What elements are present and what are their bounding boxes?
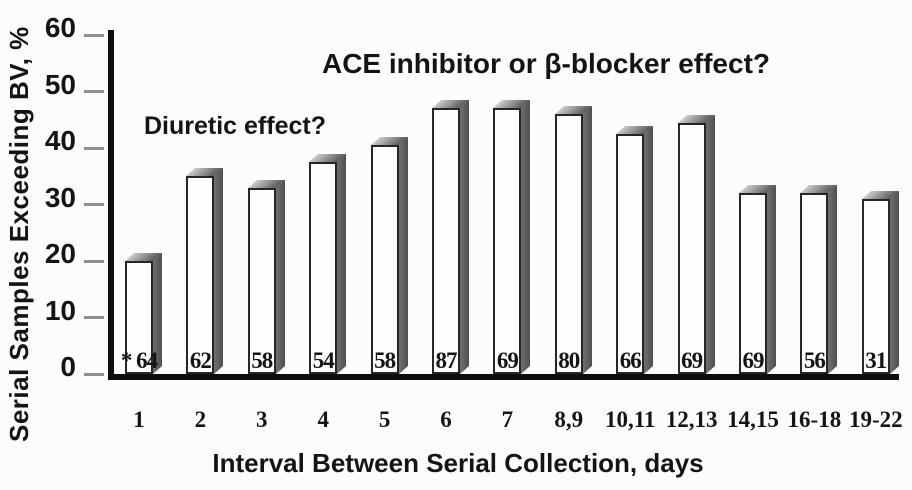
bar-n-label-10-11: 66 bbox=[619, 348, 642, 373]
y-tick-label-60: 60 bbox=[44, 12, 76, 43]
bar-day-1: * 64 bbox=[121, 253, 163, 374]
bar-side-face-2 bbox=[214, 168, 224, 374]
bar-front-face-19-22 bbox=[861, 199, 890, 374]
bar-day-7: 69 bbox=[493, 100, 531, 374]
x-category-label-8-9: 8,9 bbox=[554, 407, 584, 432]
bar-front-face-14-15 bbox=[739, 193, 767, 374]
bar-n-label-4: 54 bbox=[312, 348, 335, 373]
x-category-label-10-11: 10,11 bbox=[604, 407, 656, 432]
y-tick-mark-10 bbox=[84, 316, 104, 319]
x-category-label-5: 5 bbox=[378, 407, 391, 432]
x-category-label-7: 7 bbox=[501, 407, 514, 432]
bar-front-face-8-9 bbox=[554, 114, 583, 374]
bar-front-face-10-11 bbox=[616, 134, 645, 374]
bar-front-face-3 bbox=[247, 188, 276, 374]
bar-n-label-14-15: 69 bbox=[742, 348, 765, 373]
bar-n-label-16-18: 56 bbox=[803, 348, 826, 373]
annotation-ace-inhibitor-effect: ACE inhibitor or β-blocker effect? bbox=[321, 48, 771, 79]
bar-day-4: 54 bbox=[309, 154, 347, 374]
bar-n-label-2: 62 bbox=[189, 348, 212, 373]
bar-n-label-5: 58 bbox=[374, 348, 396, 373]
x-category-label-4: 4 bbox=[317, 407, 329, 432]
bar-day-10-11: 66 bbox=[616, 126, 654, 374]
bar-front-face-2 bbox=[186, 176, 215, 374]
bar-side-face-7 bbox=[521, 100, 531, 374]
bar-day-3: 58 bbox=[247, 180, 285, 374]
bar-day-12-13: 69 bbox=[677, 115, 715, 374]
y-axis-line bbox=[108, 30, 114, 380]
bar-n-label-19-22: 31 bbox=[865, 348, 887, 373]
bar-day-19-22: 31 bbox=[861, 191, 899, 374]
x-category-label-3: 3 bbox=[256, 407, 268, 432]
x-category-label-2: 2 bbox=[194, 407, 207, 432]
bar-day-5: 58 bbox=[370, 137, 408, 374]
bar-side-face-14-15 bbox=[767, 185, 776, 374]
y-tick-label-20: 20 bbox=[44, 238, 76, 269]
x-axis-line bbox=[108, 374, 899, 380]
x-category-label-1: 1 bbox=[133, 407, 145, 432]
bar-side-face-19-22 bbox=[889, 191, 899, 374]
x-category-label-12-13: 12,13 bbox=[665, 407, 718, 432]
y-tick-label-0: 0 bbox=[60, 351, 76, 382]
y-tick-label-50: 50 bbox=[44, 68, 76, 100]
bar-front-face-7 bbox=[493, 108, 522, 374]
bar-day-6: 87 bbox=[432, 100, 470, 374]
bar-side-face-8-9 bbox=[582, 106, 592, 374]
bar-side-face-4 bbox=[337, 154, 347, 374]
bar-side-face-3 bbox=[275, 180, 285, 374]
bar-front-face-16-18 bbox=[800, 193, 829, 374]
y-tick-mark-20 bbox=[84, 259, 104, 263]
bar-n-label-12-13: 69 bbox=[681, 348, 703, 373]
bar-n-label-3: 58 bbox=[251, 348, 273, 373]
x-category-label-16-18: 16-18 bbox=[787, 407, 842, 432]
y-tick-mark-50 bbox=[84, 90, 104, 93]
bar-n-label-1: * 64 bbox=[120, 348, 158, 373]
x-axis-title: Interval Between Serial Collection, days bbox=[212, 448, 704, 478]
y-tick-label-40: 40 bbox=[44, 125, 76, 156]
bar-front-face-5 bbox=[370, 145, 399, 374]
bar-front-face-1 bbox=[125, 261, 153, 374]
bar-n-label-6: 87 bbox=[435, 348, 458, 373]
x-category-label-19-22: 19-22 bbox=[848, 407, 903, 432]
bar-side-face-12-13 bbox=[705, 115, 715, 374]
bar-day-2: 62 bbox=[186, 168, 224, 374]
bar-day-16-18: 56 bbox=[800, 185, 838, 374]
y-tick-mark-40 bbox=[84, 146, 104, 150]
y-tick-mark-30 bbox=[84, 203, 104, 206]
y-tick-label-30: 30 bbox=[44, 181, 76, 213]
bar-day-14-15: 69 bbox=[739, 185, 777, 374]
x-category-label-6: 6 bbox=[440, 407, 452, 432]
annotation-diuretic-effect: Diuretic effect? bbox=[144, 112, 326, 140]
bar-side-face-6 bbox=[460, 100, 469, 374]
bar-day-8-9: 80 bbox=[554, 106, 592, 374]
bar-side-face-10-11 bbox=[644, 126, 654, 374]
y-tick-mark-0 bbox=[84, 372, 104, 376]
bar-n-label-8-9: 80 bbox=[558, 348, 580, 373]
bar-front-face-6 bbox=[432, 108, 460, 374]
x-category-label-14-15: 14,15 bbox=[727, 407, 779, 432]
bar-side-face-5 bbox=[398, 137, 408, 374]
bar-front-face-12-13 bbox=[677, 123, 706, 374]
bar-front-face-4 bbox=[309, 162, 338, 374]
y-tick-label-10: 10 bbox=[44, 294, 76, 326]
bar-n-label-7: 69 bbox=[496, 348, 519, 373]
bar-side-face-16-18 bbox=[828, 185, 838, 374]
y-tick-mark-60 bbox=[84, 33, 104, 37]
